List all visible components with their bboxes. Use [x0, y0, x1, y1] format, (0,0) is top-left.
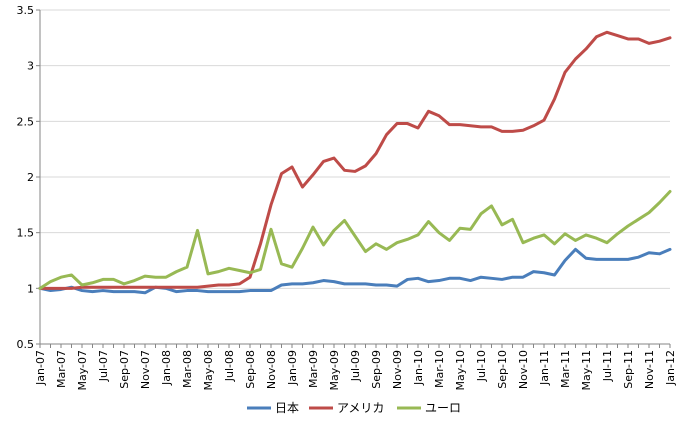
x-tick-label: Mar-07 [55, 350, 68, 388]
legend-label: ユーロ [425, 401, 461, 415]
x-tick-label: Sep-11 [622, 350, 635, 389]
legend-item: 日本 [247, 401, 299, 415]
x-tick-label: Jan-07 [34, 350, 47, 386]
x-tick-label: Sep-08 [244, 350, 257, 389]
x-axis-tick-labels: Jan-07 Mar-07 May-07 Jul-07 Sep-07 Nov-07 Jan-… [34, 350, 677, 391]
series-lines [38, 30, 672, 295]
x-tick-label: Mar-08 [181, 350, 194, 388]
x-tick-label: Sep-07 [118, 350, 131, 389]
legend-label: アメリカ [337, 401, 384, 415]
y-axis-tick-labels: 0.5 1 1.5 2 2.5 3 3.5 [17, 4, 35, 351]
series-line-1 [38, 30, 672, 290]
x-tick-label: Sep-09 [370, 350, 383, 389]
x-tick-label: Mar-11 [559, 350, 572, 388]
x-tick-label: May-10 [454, 350, 467, 391]
x-tick-label: Jan-10 [412, 350, 425, 386]
legend-item: アメリカ [309, 401, 384, 415]
x-tick-label: Nov-08 [265, 350, 278, 389]
y-tick-label: 2.5 [17, 115, 35, 128]
x-tick-label: Jul-07 [97, 350, 110, 382]
y-tick-label: 1.5 [17, 227, 35, 240]
x-tick-label: Jul-10 [475, 350, 488, 382]
x-tick-label: Nov-10 [517, 350, 530, 389]
x-tick-label: May-11 [580, 350, 593, 391]
legend: 日本 アメリカ ユーロ [247, 401, 461, 415]
x-tick-label: May-09 [328, 350, 341, 391]
axes [36, 9, 671, 348]
y-tick-label: 2 [27, 171, 34, 184]
legend-label: 日本 [275, 401, 299, 415]
series-line-0 [38, 247, 672, 295]
x-tick-label: Jan-11 [538, 350, 551, 386]
x-tick-label: Nov-11 [643, 350, 656, 389]
series-line-2 [38, 189, 672, 290]
x-tick-label: Jan-08 [160, 350, 173, 386]
y-tick-label: 3.5 [17, 4, 35, 17]
y-tick-label: 1 [27, 282, 34, 295]
x-tick-label: May-07 [76, 350, 89, 391]
x-tick-label: Nov-09 [391, 350, 404, 389]
x-tick-label: Jul-09 [349, 350, 362, 382]
y-tick-label: 0.5 [17, 338, 35, 351]
x-tick-label: Jul-11 [601, 350, 614, 382]
gridlines [40, 9, 670, 289]
x-tick-label: May-08 [202, 350, 215, 391]
x-tick-label: Jan-09 [286, 350, 299, 386]
legend-item: ユーロ [397, 401, 461, 415]
x-tick-label: Sep-10 [496, 350, 509, 389]
x-tick-label: Nov-07 [139, 350, 152, 389]
y-tick-label: 3 [27, 60, 34, 73]
x-tick-label: Mar-10 [433, 350, 446, 388]
x-tick-label: Jan-12 [664, 350, 677, 386]
x-tick-label: Mar-09 [307, 350, 320, 388]
x-tick-label: Jul-08 [223, 350, 236, 382]
